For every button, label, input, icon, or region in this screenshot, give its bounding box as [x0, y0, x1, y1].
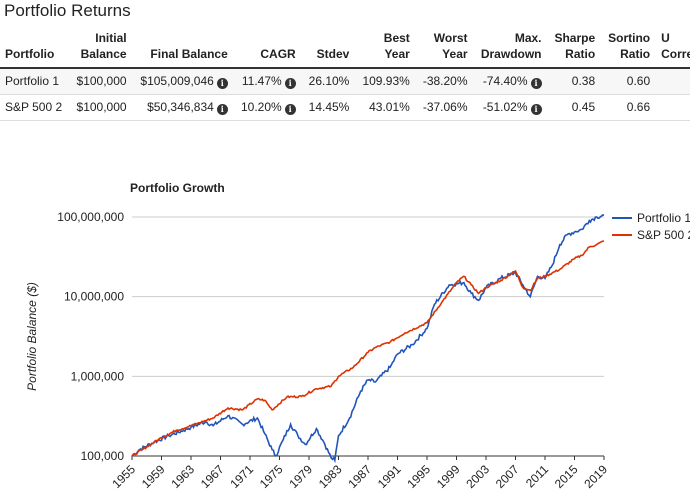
x-tick-label: 1967 [198, 462, 227, 491]
series-line [131, 213, 605, 464]
header-worst-year: Worst Year [415, 28, 474, 69]
cell-cagr: 11.47% i [233, 68, 302, 95]
cell-max-drawdown: -51.02% i [473, 94, 548, 121]
cell-correlation [656, 68, 690, 95]
legend-label: S&P 500 2 [637, 228, 690, 242]
header-portfolio: Portfolio [0, 28, 70, 69]
header-stdev: Stdev [301, 28, 356, 69]
legend-label: Portfolio 1 [637, 211, 690, 225]
info-icon[interactable]: i [530, 78, 542, 89]
x-tick-label: 1955 [109, 462, 138, 491]
series-line [131, 240, 605, 457]
x-tick-label: 2003 [463, 462, 492, 491]
y-tick-label: 100,000,000 [57, 210, 124, 224]
info-icon[interactable]: i [284, 104, 296, 115]
cell-final-balance: $105,009,046 i [132, 68, 234, 95]
header-cagr: CAGR [233, 28, 302, 69]
table-header-row: Portfolio Initial Balance Final Balance C… [0, 28, 690, 69]
x-tick-label: 1963 [168, 462, 197, 491]
info-icon[interactable]: i [284, 78, 296, 89]
x-tick-label: 1983 [316, 462, 345, 491]
cell-worst-year: -38.20% [415, 68, 474, 95]
cell-correlation [656, 94, 690, 121]
cell-sharpe-ratio: 0.38 [547, 68, 602, 95]
x-tick-label: 1979 [286, 462, 315, 491]
cell-best-year: 43.01% [355, 94, 416, 121]
cell-stdev: 14.45% [301, 94, 356, 121]
cell-cagr: 10.20% i [233, 94, 302, 121]
header-best-year: Best Year [355, 28, 416, 69]
info-icon[interactable]: i [216, 78, 228, 89]
y-tick-label: 10,000,000 [64, 290, 124, 304]
cell-initial-balance: $100,000 [69, 94, 133, 121]
returns-table: Portfolio Initial Balance Final Balance C… [0, 28, 690, 121]
cell-best-year: 109.93% [355, 68, 416, 95]
cell-max-drawdown: -74.40% i [473, 68, 548, 95]
x-tick-label: 1987 [345, 462, 374, 491]
header-max-drawdown: Max. Drawdown [473, 28, 548, 69]
info-icon[interactable]: i [216, 104, 228, 115]
page-title: Portfolio Returns [4, 1, 131, 20]
x-tick-label: 2007 [493, 462, 522, 491]
info-icon[interactable]: i [530, 104, 542, 115]
cell-stdev: 26.10% [301, 68, 356, 95]
x-tick-label: 1995 [404, 462, 433, 491]
x-tick-label: 1991 [375, 462, 404, 491]
cell-portfolio: Portfolio 1 [0, 68, 70, 95]
cell-initial-balance: $100,000 [69, 68, 133, 95]
y-axis-title: Portfolio Balance ($) [25, 282, 39, 391]
header-sortino-ratio: Sortino Ratio [601, 28, 657, 69]
x-tick-label: 1975 [257, 462, 286, 491]
table-row: Portfolio 1 $100,000 $105,009,046 i 11.47… [0, 68, 690, 95]
x-tick-label: 2015 [552, 462, 581, 491]
y-tick-label: 100,000 [81, 449, 125, 463]
cell-portfolio: S&P 500 2 [0, 94, 70, 121]
cell-final-balance: $50,346,834 i [132, 94, 234, 121]
x-tick-label: 2019 [581, 462, 610, 491]
chart-title: Portfolio Growth [130, 181, 225, 195]
cell-sortino-ratio: 0.60 [601, 68, 657, 95]
cell-worst-year: -37.06% [415, 94, 474, 121]
y-tick-label: 1,000,000 [71, 369, 125, 383]
header-final-balance: Final Balance [132, 28, 234, 69]
cell-sortino-ratio: 0.66 [601, 94, 657, 121]
table-row: S&P 500 2 $100,000 $50,346,834 i 10.20% i … [0, 94, 690, 121]
x-tick-label: 1999 [434, 462, 463, 491]
x-tick-label: 1959 [139, 462, 168, 491]
header-sharpe-ratio: Sharpe Ratio [547, 28, 602, 69]
x-tick-label: 1971 [227, 462, 256, 491]
cell-sharpe-ratio: 0.45 [547, 94, 602, 121]
x-tick-label: 2011 [523, 462, 551, 490]
header-correlation: U Corre [656, 28, 690, 69]
header-initial-balance: Initial Balance [69, 28, 133, 69]
